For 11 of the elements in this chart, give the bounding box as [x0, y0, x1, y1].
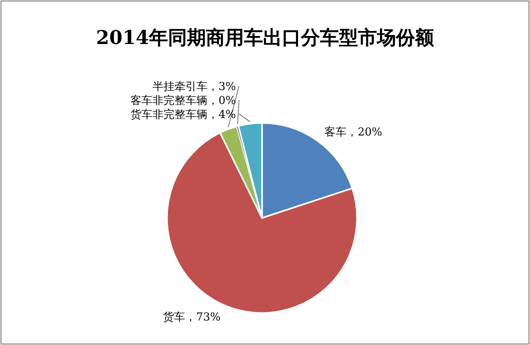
slice-label: 客车	[324, 125, 347, 138]
slice-label: 半挂牵引车	[152, 80, 208, 93]
chart-title: 2014年同期商用车出口分车型市场份额	[96, 27, 435, 49]
slice-label: 货车非完整车辆	[130, 108, 208, 121]
data-label: ，4%	[208, 108, 236, 121]
data-label: ，73%	[185, 310, 221, 324]
slice-label: 客车非完整车辆	[130, 94, 208, 107]
data-label: ，0%	[208, 94, 236, 107]
data-label: ，3%	[208, 80, 236, 93]
slice-label: 货车	[163, 310, 186, 324]
data-label: ，20%	[346, 125, 382, 138]
